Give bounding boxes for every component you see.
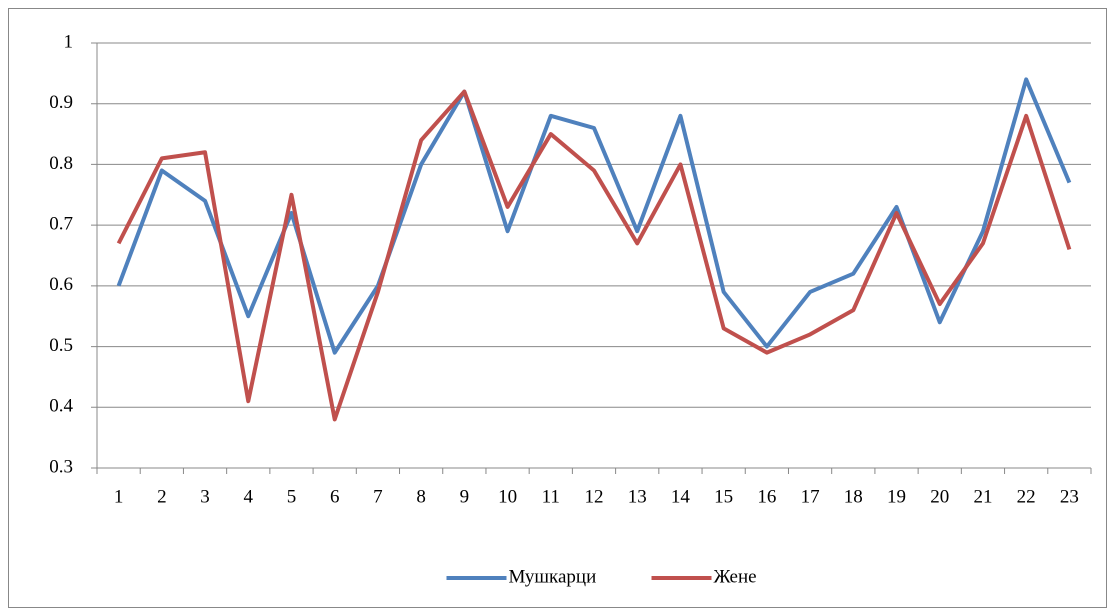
x-tick-label: 21: [973, 486, 992, 507]
series-line: [116, 89, 1072, 422]
x-tick-label: 1: [114, 486, 124, 507]
y-tick-label: 0.5: [49, 335, 73, 356]
chart-border: [8, 8, 1107, 608]
x-tick-label: 14: [671, 486, 691, 507]
y-tick-label: 1: [64, 31, 74, 52]
x-tick-label: 10: [498, 486, 517, 507]
y-tick-label: 0.9: [49, 92, 73, 113]
x-tick-label: 20: [930, 486, 949, 507]
x-tick-label: 15: [714, 486, 733, 507]
y-tick-label: 0.6: [49, 274, 73, 295]
x-tick-label: 12: [585, 486, 604, 507]
y-tick-label: 0.3: [49, 456, 73, 477]
y-tick-label: 0.4: [49, 396, 73, 417]
x-tick-label: 8: [416, 486, 426, 507]
series-line: [116, 77, 1072, 355]
x-tick-label: 13: [628, 486, 647, 507]
x-tick-label: 23: [1060, 486, 1079, 507]
x-tick-label: 22: [1017, 486, 1036, 507]
x-tick-label: 2: [157, 486, 167, 507]
y-tick-label: 0.7: [49, 214, 73, 235]
legend-label: Жене: [714, 566, 757, 587]
x-tick-label: 16: [757, 486, 776, 507]
x-tick-label: 17: [801, 486, 820, 507]
x-tick-label: 6: [330, 486, 340, 507]
x-tick-label: 3: [200, 486, 210, 507]
y-tick-label: 0.8: [49, 153, 73, 174]
legend-label: Мушкарци: [509, 566, 597, 587]
x-tick-label: 7: [373, 486, 383, 507]
x-tick-label: 4: [244, 486, 254, 507]
x-tick-label: 11: [542, 486, 560, 507]
x-tick-label: 5: [287, 486, 297, 507]
x-tick-label: 18: [844, 486, 863, 507]
x-tick-label: 19: [887, 486, 906, 507]
x-tick-label: 9: [460, 486, 470, 507]
